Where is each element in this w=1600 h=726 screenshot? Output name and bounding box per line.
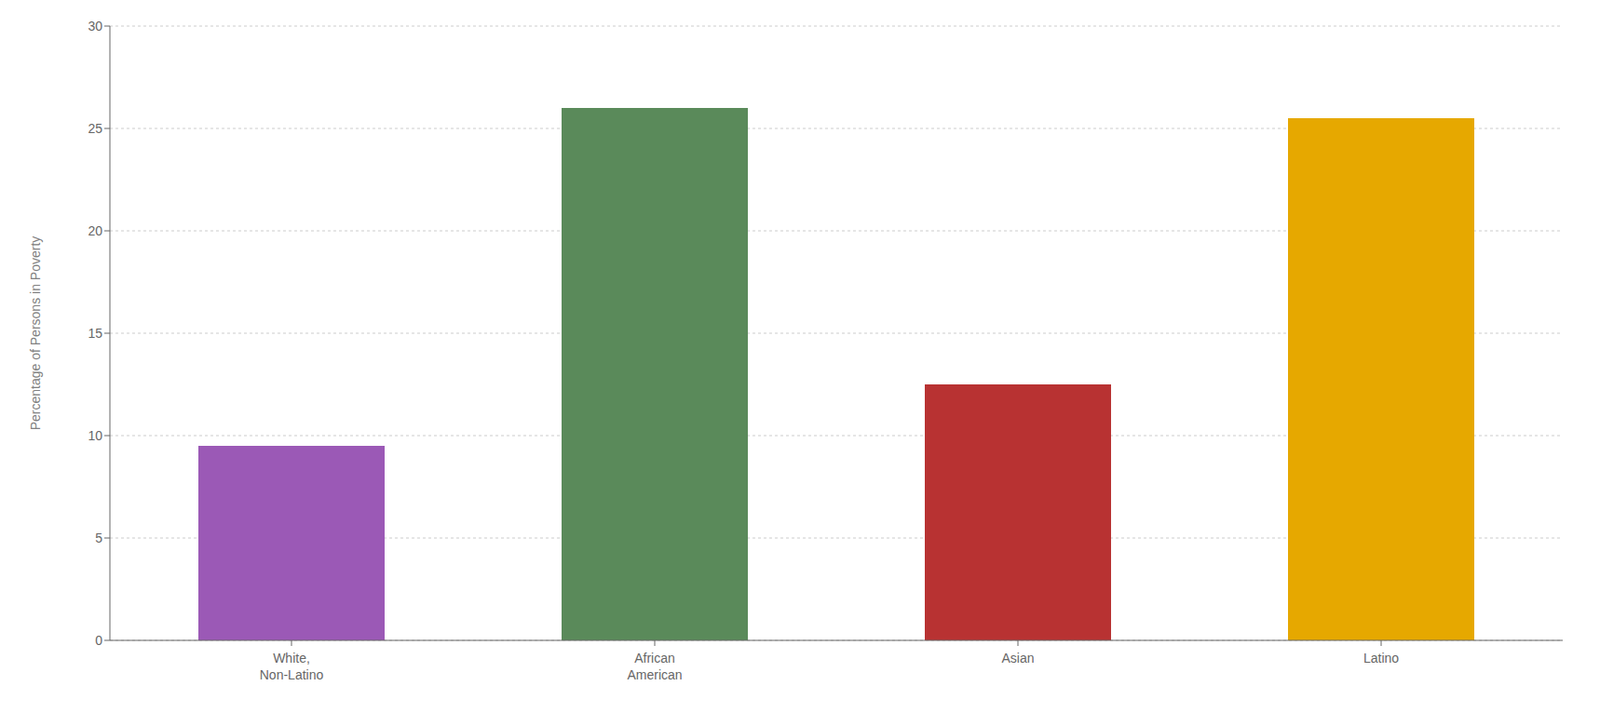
svg-text:5: 5 [94,530,103,546]
svg-text:10: 10 [87,428,103,444]
svg-text:15: 15 [87,325,103,341]
svg-text:0: 0 [94,633,103,649]
svg-text:20: 20 [87,223,103,239]
svg-text:White,Non-Latino: White,Non-Latino [259,650,325,683]
svg-text:AfricanAmerican: AfricanAmerican [626,650,682,683]
svg-text:Asian: Asian [1001,650,1034,666]
svg-text:25: 25 [87,121,103,136]
svg-text:Latino: Latino [1363,650,1399,666]
svg-text:30: 30 [87,18,103,34]
svg-text:Percentage of Persons in Pover: Percentage of Persons in Poverty [27,236,43,432]
